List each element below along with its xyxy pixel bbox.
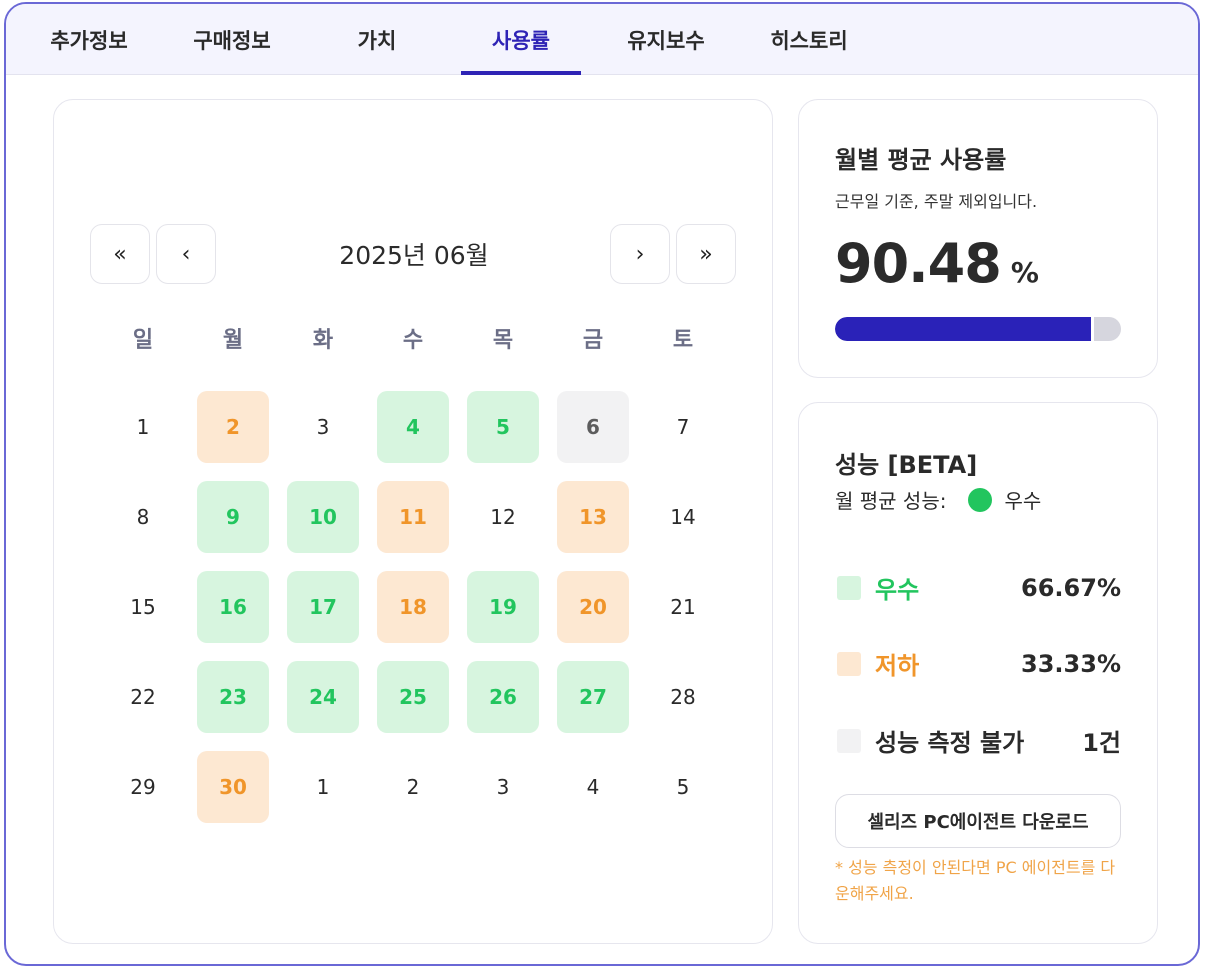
status-dot-icon xyxy=(968,487,993,512)
tab-history[interactable]: 히스토리 xyxy=(770,28,848,53)
calendar-day[interactable]: 1 xyxy=(136,415,150,439)
prev-month-button[interactable]: ‹ xyxy=(156,224,216,284)
weekday-label: 화 xyxy=(312,328,334,353)
weekday-label: 수 xyxy=(402,328,424,353)
avg-performance-label: 월 평균 성능: xyxy=(835,489,947,513)
usage-progress-bar xyxy=(835,317,1121,341)
calendar-month-title: 2025년 06월 xyxy=(339,241,489,270)
chevron-left-icon: ‹ xyxy=(181,241,191,267)
legend-swatch-na xyxy=(837,728,861,753)
calendar-day[interactable]: 10 xyxy=(287,481,359,553)
calendar-day[interactable]: 12 xyxy=(490,505,516,529)
calendar-day[interactable]: 2 xyxy=(406,775,420,799)
calendar-day[interactable]: 2 xyxy=(197,391,269,463)
tab-value[interactable]: 가치 xyxy=(357,28,397,53)
first-month-button[interactable]: « xyxy=(90,224,150,284)
performance-title: 성능 [BETA] xyxy=(835,451,978,479)
calendar-day[interactable]: 4 xyxy=(377,391,449,463)
calendar-day[interactable]: 28 xyxy=(670,685,696,709)
calendar-day[interactable]: 7 xyxy=(676,415,690,439)
usage-progress-fill xyxy=(835,317,1094,341)
legend-low: 저하 33.33% xyxy=(837,646,1121,681)
weekday-label: 토 xyxy=(672,328,694,353)
monthly-usage-card: 월별 평균 사용률 근무일 기준, 주말 제외입니다. 90.48 % xyxy=(798,99,1158,378)
usage-title: 월별 평균 사용률 xyxy=(835,146,1007,174)
calendar-day[interactable]: 18 xyxy=(377,571,449,643)
calendar-day[interactable]: 16 xyxy=(197,571,269,643)
calendar-day[interactable]: 5 xyxy=(467,391,539,463)
calendar-day[interactable]: 11 xyxy=(377,481,449,553)
legend-good: 우수 66.67% xyxy=(837,570,1121,605)
legend-label: 성능 측정 불가 xyxy=(875,729,1025,757)
calendar-day[interactable]: 8 xyxy=(136,505,150,529)
legend-value: 1건 xyxy=(1082,729,1121,757)
calendar-day[interactable]: 3 xyxy=(316,415,330,439)
tab-maintenance[interactable]: 유지보수 xyxy=(627,28,705,53)
performance-card: 성능 [BETA] 월 평균 성능: 우수 우수 66.67% 저하 33.33… xyxy=(798,402,1158,944)
calendar-day[interactable]: 5 xyxy=(676,775,690,799)
legend-label: 우수 xyxy=(875,576,920,604)
calendar-day[interactable]: 19 xyxy=(467,571,539,643)
calendar-day[interactable]: 24 xyxy=(287,661,359,733)
tab-additional-info[interactable]: 추가정보 xyxy=(50,28,128,53)
asset-detail-panel: 추가정보 구매정보 가치 사용률 유지보수 히스토리 « ‹ 2025년 06월… xyxy=(4,2,1200,966)
tab-bar: 추가정보 구매정보 가치 사용률 유지보수 히스토리 xyxy=(6,4,1198,75)
usage-subtitle: 근무일 기준, 주말 제외입니다. xyxy=(835,192,1038,211)
calendar-day[interactable]: 30 xyxy=(197,751,269,823)
pc-agent-download-button[interactable]: 셀리즈 PC에이전트 다운로드 xyxy=(835,794,1121,848)
calendar-day[interactable]: 9 xyxy=(197,481,269,553)
avg-performance-value: 우수 xyxy=(1004,489,1042,513)
calendar-day[interactable]: 3 xyxy=(496,775,510,799)
weekday-label: 금 xyxy=(582,328,604,353)
weekday-label: 목 xyxy=(492,328,514,353)
legend-unmeasurable: 성능 측정 불가 1건 xyxy=(837,723,1121,758)
calendar-day[interactable]: 21 xyxy=(670,595,696,619)
usage-number: 90.48 xyxy=(835,232,1002,295)
double-chevron-left-icon: « xyxy=(113,241,127,267)
calendar-day[interactable]: 29 xyxy=(130,775,156,799)
calendar-day[interactable]: 23 xyxy=(197,661,269,733)
calendar-day[interactable]: 25 xyxy=(377,661,449,733)
calendar-day[interactable]: 20 xyxy=(557,571,629,643)
legend-value: 33.33% xyxy=(1021,649,1121,678)
double-chevron-right-icon: » xyxy=(699,241,713,267)
legend-label: 저하 xyxy=(875,652,920,680)
legend-swatch-low xyxy=(837,651,861,676)
calendar-day[interactable]: 6 xyxy=(557,391,629,463)
calendar-day[interactable]: 1 xyxy=(316,775,330,799)
tab-usage[interactable]: 사용률 xyxy=(461,4,581,75)
legend-value: 66.67% xyxy=(1021,573,1121,602)
weekday-label: 일 xyxy=(132,328,154,353)
agent-download-note: * 성능 측정이 안된다면 PC 에이전트를 다운해주세요. xyxy=(835,858,1116,903)
weekday-label: 월 xyxy=(222,328,244,353)
calendar-day[interactable]: 22 xyxy=(130,685,156,709)
next-month-button[interactable]: › xyxy=(610,224,670,284)
usage-value: 90.48 % xyxy=(835,232,1039,295)
calendar-day[interactable]: 13 xyxy=(557,481,629,553)
calendar-day[interactable]: 26 xyxy=(467,661,539,733)
last-month-button[interactable]: » xyxy=(676,224,736,284)
usage-unit: % xyxy=(1010,256,1039,289)
chevron-right-icon: › xyxy=(635,241,645,267)
calendar-day[interactable]: 4 xyxy=(586,775,600,799)
tab-purchase-info[interactable]: 구매정보 xyxy=(193,28,271,53)
calendar-day[interactable]: 14 xyxy=(670,505,696,529)
calendar-day[interactable]: 17 xyxy=(287,571,359,643)
legend-swatch-good xyxy=(837,575,861,600)
calendar-day[interactable]: 27 xyxy=(557,661,629,733)
calendar-day[interactable]: 15 xyxy=(130,595,156,619)
monthly-avg-performance: 월 평균 성능: 우수 xyxy=(835,485,1041,514)
